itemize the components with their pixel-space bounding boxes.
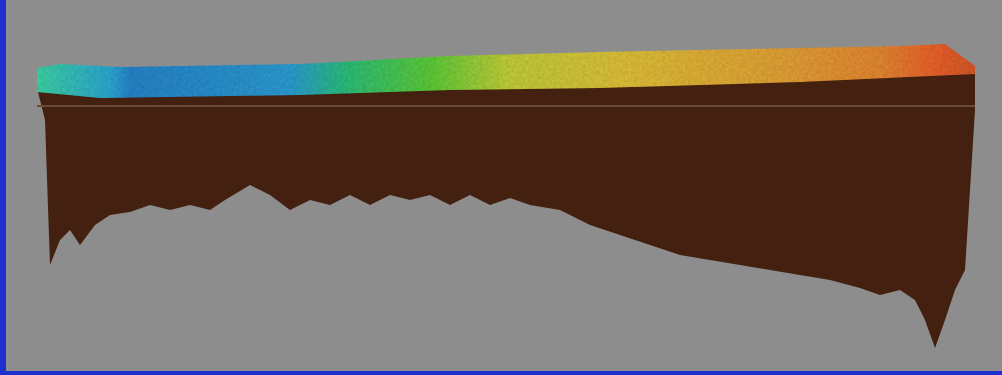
frame-bottom [0,371,1002,375]
frame-left [0,0,6,375]
terrain-surface [37,44,975,98]
terrain-body [37,72,975,348]
